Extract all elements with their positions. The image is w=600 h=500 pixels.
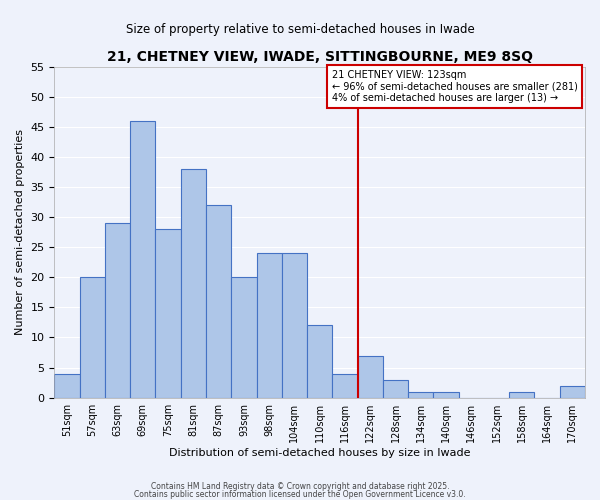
Text: Contains HM Land Registry data © Crown copyright and database right 2025.: Contains HM Land Registry data © Crown c… [151, 482, 449, 491]
Text: Contains public sector information licensed under the Open Government Licence v3: Contains public sector information licen… [134, 490, 466, 499]
Title: 21, CHETNEY VIEW, IWADE, SITTINGBOURNE, ME9 8SQ: 21, CHETNEY VIEW, IWADE, SITTINGBOURNE, … [107, 50, 533, 64]
Bar [257, 253, 282, 398]
Bar [282, 253, 307, 398]
Bar [55, 374, 80, 398]
Text: Size of property relative to semi-detached houses in Iwade: Size of property relative to semi-detach… [125, 22, 475, 36]
Y-axis label: Number of semi-detached properties: Number of semi-detached properties [15, 129, 25, 335]
Bar [332, 374, 358, 398]
Bar [358, 356, 383, 398]
Bar [155, 229, 181, 398]
Bar [307, 326, 332, 398]
Bar [383, 380, 408, 398]
Bar [509, 392, 535, 398]
Bar [105, 223, 130, 398]
Bar [408, 392, 433, 398]
Bar [130, 120, 155, 398]
Text: 21 CHETNEY VIEW: 123sqm
← 96% of semi-detached houses are smaller (281)
4% of se: 21 CHETNEY VIEW: 123sqm ← 96% of semi-de… [332, 70, 577, 103]
Bar [181, 169, 206, 398]
X-axis label: Distribution of semi-detached houses by size in Iwade: Distribution of semi-detached houses by … [169, 448, 470, 458]
Bar [206, 205, 231, 398]
Bar [80, 278, 105, 398]
Bar [433, 392, 458, 398]
Bar [231, 278, 257, 398]
Bar [560, 386, 585, 398]
